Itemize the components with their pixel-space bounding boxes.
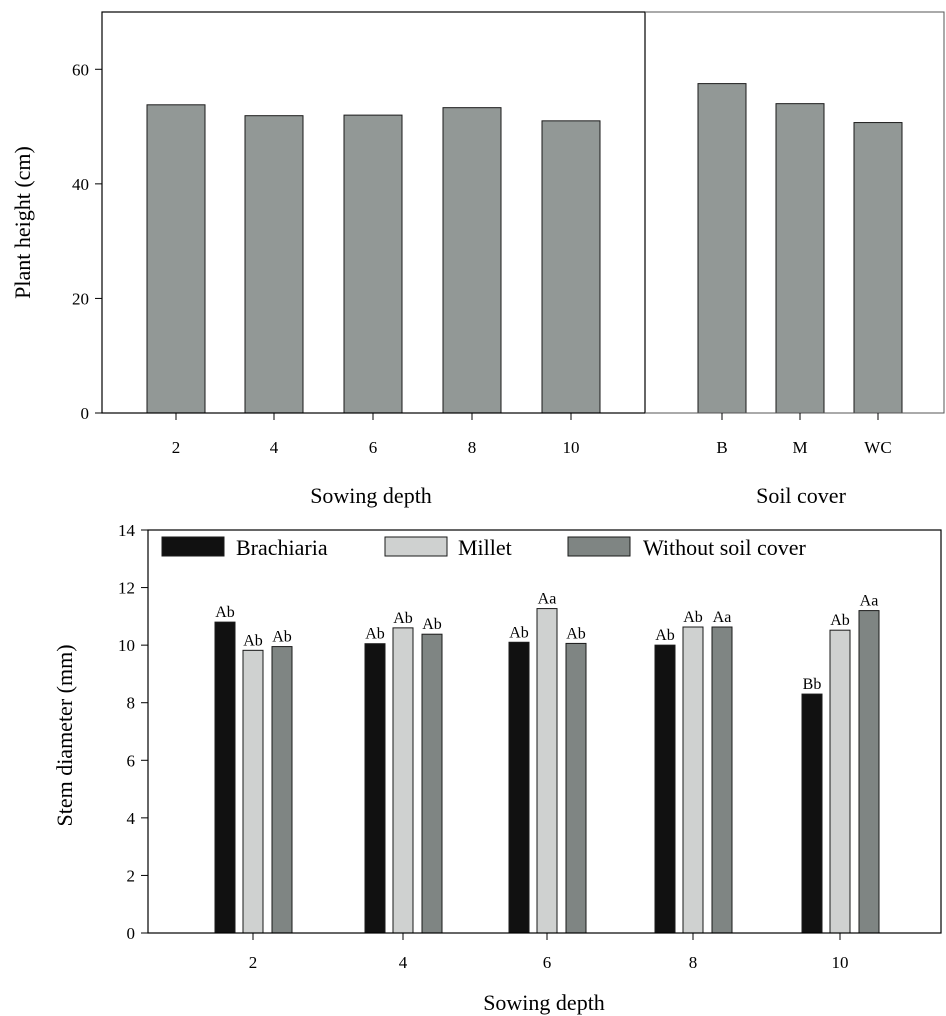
- y-axis-label: Plant height (cm): [10, 146, 35, 299]
- y-tick-label: 40: [72, 175, 89, 194]
- x-tick-label: 6: [543, 953, 552, 972]
- data-label-without-soil-cover-6: Ab: [566, 625, 586, 642]
- y-tick-label: 0: [127, 924, 136, 943]
- x-tick-label: 6: [369, 438, 378, 457]
- bar-brachiaria-8: [654, 644, 676, 934]
- legend-swatch-without-soil-cover: [567, 536, 631, 557]
- x-tick-label: 2: [172, 438, 181, 457]
- legend-label-brachiaria: Brachiaria: [236, 535, 328, 560]
- x-tick-label: WC: [864, 438, 891, 457]
- plot-frame-right: [645, 11, 945, 414]
- x-tick-label: 2: [249, 953, 258, 972]
- bar-millet-2: [242, 649, 264, 934]
- bar-without-soil-cover-2: [271, 646, 293, 934]
- y-tick-label: 6: [127, 751, 136, 770]
- x-tick-label: 10: [563, 438, 580, 457]
- bar-without-soil-cover-10: [858, 610, 880, 934]
- legend-label-without-soil-cover: Without soil cover: [643, 535, 807, 560]
- bar-sowing-depth-8: [442, 107, 502, 414]
- x-axis-label-sowing-depth: Sowing depth: [310, 483, 432, 508]
- bar-without-soil-cover-6: [565, 642, 587, 934]
- legend-swatch-millet: [384, 536, 448, 557]
- legend-label-millet: Millet: [458, 535, 512, 560]
- bar-brachiaria-10: [801, 693, 823, 934]
- bar-soil-cover-M: [775, 103, 825, 414]
- bar-millet-10: [829, 629, 851, 934]
- x-tick-label: 4: [399, 953, 408, 972]
- data-label-millet-10: Ab: [830, 612, 850, 629]
- bar-brachiaria-6: [508, 641, 530, 934]
- plant-height-chart: 0 20 40 60 Plant height (cm) 2 4 6 8 10 Sowing dep…: [10, 11, 945, 508]
- x-tick-label: 8: [468, 438, 477, 457]
- data-label-millet-4: Ab: [393, 610, 413, 627]
- y-tick-label: 12: [118, 579, 135, 598]
- y-tick-label: 4: [127, 809, 136, 828]
- data-label-brachiaria-4: Ab: [365, 626, 385, 643]
- bar-brachiaria-2: [214, 621, 236, 934]
- bar-millet-6: [536, 608, 558, 934]
- x-tick-label: B: [716, 438, 727, 457]
- data-label-brachiaria-10: Bb: [803, 676, 822, 693]
- bar-sowing-depth-10: [541, 120, 601, 414]
- y-tick-label: 10: [118, 636, 135, 655]
- y-tick-label: 14: [118, 521, 136, 540]
- data-label-without-soil-cover-8: Aa: [713, 609, 732, 626]
- bar-soil-cover-WC: [853, 122, 903, 414]
- data-label-brachiaria-8: Ab: [655, 627, 675, 644]
- x-axis-label-soil-cover: Soil cover: [756, 483, 846, 508]
- data-label-without-soil-cover-4: Ab: [422, 616, 442, 633]
- bar-without-soil-cover-8: [711, 626, 733, 934]
- data-label-brachiaria-2: Ab: [215, 604, 235, 621]
- legend-swatch-brachiaria: [161, 536, 225, 557]
- plot-frame: [147, 529, 942, 934]
- bar-sowing-depth-6: [343, 114, 403, 414]
- bar-without-soil-cover-4: [421, 633, 443, 934]
- bar-sowing-depth-4: [244, 115, 304, 414]
- stem-diameter-chart: Ab Ab Ab Ab Bb Ab Ab Aa Ab Ab Ab Ab Ab Aa Aa 0 2 4 6 8 10 12…: [52, 521, 942, 1015]
- bar-soil-cover-B: [697, 83, 747, 414]
- data-label-brachiaria-6: Ab: [509, 624, 529, 641]
- data-label-millet-2: Ab: [243, 632, 263, 649]
- y-tick-label: 60: [72, 60, 89, 79]
- data-label-without-soil-cover-2: Ab: [272, 629, 292, 646]
- y-tick-label: 0: [81, 404, 90, 423]
- data-label-millet-8: Ab: [683, 609, 703, 626]
- y-tick-label: 8: [127, 694, 136, 713]
- x-tick-label: 4: [270, 438, 279, 457]
- x-axis-label: Sowing depth: [483, 990, 605, 1015]
- x-tick-label: 8: [689, 953, 698, 972]
- x-tick-label: M: [792, 438, 807, 457]
- data-label-without-soil-cover-10: Aa: [860, 593, 879, 610]
- bar-sowing-depth-2: [146, 104, 206, 414]
- y-tick-label: 20: [72, 289, 89, 308]
- bar-millet-8: [682, 626, 704, 934]
- bar-millet-4: [392, 627, 414, 934]
- data-label-millet-6: Aa: [538, 591, 557, 608]
- x-tick-label: 10: [832, 953, 849, 972]
- y-tick-label: 2: [127, 866, 136, 885]
- y-axis-label: Stem diameter (mm): [52, 644, 77, 826]
- bar-brachiaria-4: [364, 643, 386, 934]
